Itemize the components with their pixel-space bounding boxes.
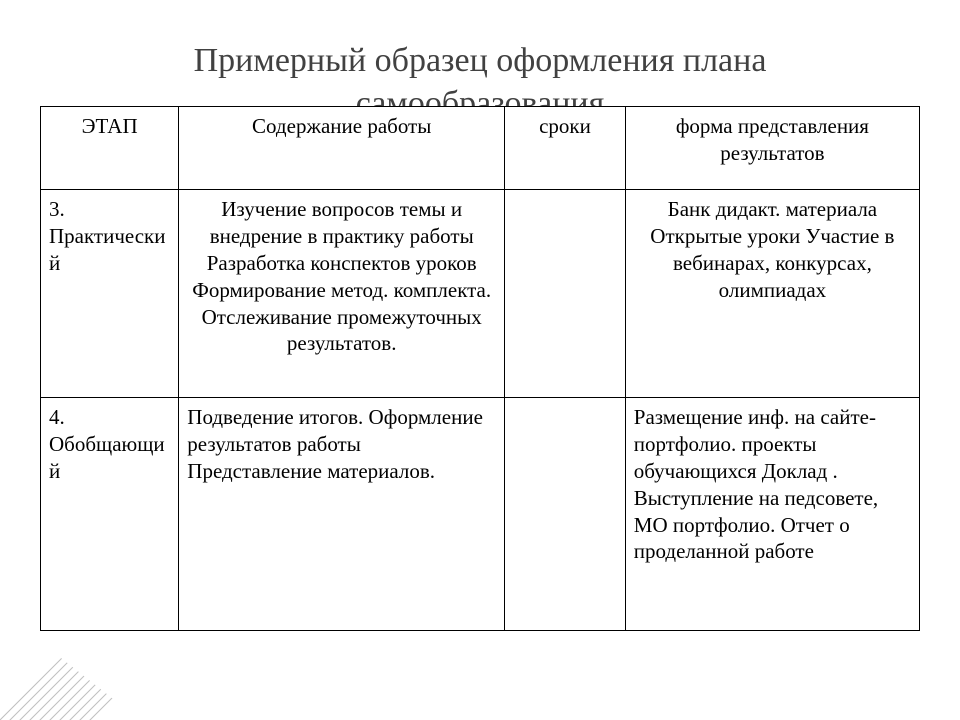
plan-table: ЭТАП Содержание работы сроки форма предс… — [40, 106, 920, 631]
table-row: 4. Обобщающий Подведение итогов. Оформле… — [41, 398, 920, 631]
slide-title-line1: Примерный образец оформления плана — [194, 42, 767, 79]
col-header-result: форма представления результатов — [625, 107, 919, 190]
cell-content: Изучение вопросов темы и внедрение в пра… — [179, 190, 505, 398]
table-header-row: ЭТАП Содержание работы сроки форма предс… — [41, 107, 920, 190]
col-header-stage: ЭТАП — [41, 107, 179, 190]
cell-result: Размещение инф. на сайте-портфолио. прое… — [625, 398, 919, 631]
table-row: 3. Практический Изучение вопросов темы и… — [41, 190, 920, 398]
cell-stage: 3. Практический — [41, 190, 179, 398]
cell-content: Подведение итогов. Оформление результато… — [179, 398, 505, 631]
cell-dates — [505, 398, 626, 631]
col-header-content: Содержание работы — [179, 107, 505, 190]
col-header-dates: сроки — [505, 107, 626, 190]
cell-stage: 4. Обобщающий — [41, 398, 179, 631]
cell-dates — [505, 190, 626, 398]
cell-result: Банк дидакт. материала Открытые уроки Уч… — [625, 190, 919, 398]
